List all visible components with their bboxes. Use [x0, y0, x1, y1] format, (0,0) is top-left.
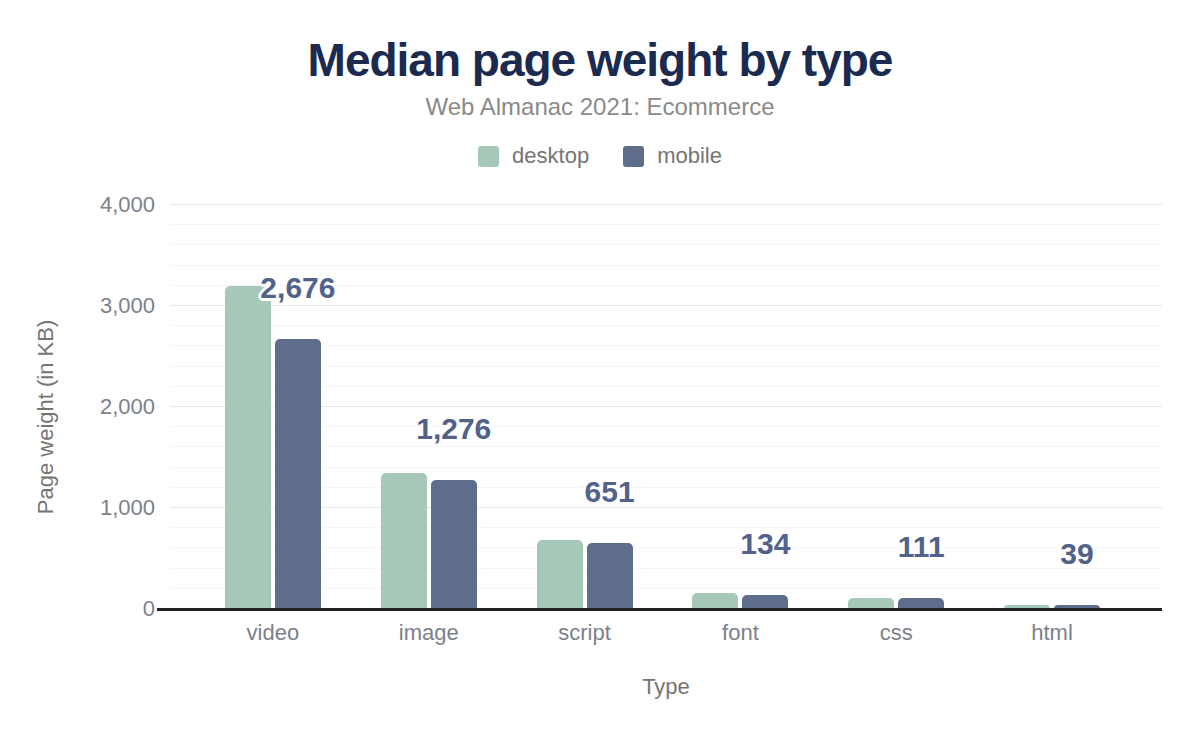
x-tick-label-css: css — [818, 620, 974, 646]
x-axis-ticks: videoimagescriptfontcsshtml — [170, 620, 1162, 646]
x-tick-label-video: video — [195, 620, 351, 646]
data-label-image: 1,276 — [416, 414, 491, 444]
chart-title: Median page weight by type — [0, 33, 1200, 87]
y-axis-title: Page weight (in KB) — [33, 320, 59, 514]
bars-row: 2,676 1,276 651 134 111 39 — [170, 205, 1162, 609]
chart-subtitle: Web Almanac 2021: Ecommerce — [0, 93, 1200, 121]
y-tick-label-1000: 1,000 — [100, 497, 155, 519]
y-tick-label-2000: 2,000 — [100, 396, 155, 418]
bar-desktop-video — [225, 286, 271, 609]
data-label-css: 111 — [898, 532, 945, 562]
bar-group-script: 651 — [507, 205, 663, 609]
x-tick-label-image: image — [351, 620, 507, 646]
x-tick-label-script: script — [507, 620, 663, 646]
legend-label-desktop: desktop — [512, 143, 589, 169]
bar-desktop-font — [692, 593, 738, 609]
bar-group-css: 111 — [818, 205, 974, 609]
bar-mobile-font — [742, 595, 788, 609]
bar-mobile-video — [275, 339, 321, 609]
legend-label-mobile: mobile — [657, 143, 722, 169]
bar-group-image: 1,276 — [351, 205, 507, 609]
bar-group-video: 2,676 — [195, 205, 351, 609]
mobile-swatch-icon — [623, 146, 644, 167]
y-axis-ticks: 01,0002,0003,0004,000 — [83, 205, 155, 609]
x-axis-line — [157, 608, 1162, 611]
plot-area: 2,676 1,276 651 134 111 39 — [170, 205, 1162, 609]
y-tick-label-0: 0 — [143, 598, 155, 620]
bar-mobile-script — [587, 543, 633, 609]
chart-figure: Median page weight by type Web Almanac 2… — [0, 0, 1200, 742]
legend: desktop mobile — [0, 143, 1200, 169]
bar-group-font: 134 — [662, 205, 818, 609]
bar-desktop-image — [381, 473, 427, 609]
y-tick-label-3000: 3,000 — [100, 295, 155, 317]
data-label-script: 651 — [585, 477, 635, 507]
y-tick-label-4000: 4,000 — [100, 194, 155, 216]
desktop-swatch-icon — [478, 146, 499, 167]
bar-mobile-image — [431, 480, 477, 609]
bar-desktop-script — [537, 540, 583, 609]
data-label-html: 39 — [1060, 539, 1093, 569]
bar-group-html: 39 — [974, 205, 1130, 609]
legend-item-mobile: mobile — [623, 143, 722, 169]
legend-item-desktop: desktop — [478, 143, 589, 169]
x-axis-title: Type — [170, 674, 1162, 700]
data-label-video: 2,676 — [260, 273, 335, 303]
x-tick-label-font: font — [662, 620, 818, 646]
x-tick-label-html: html — [974, 620, 1130, 646]
data-label-font: 134 — [740, 529, 790, 559]
